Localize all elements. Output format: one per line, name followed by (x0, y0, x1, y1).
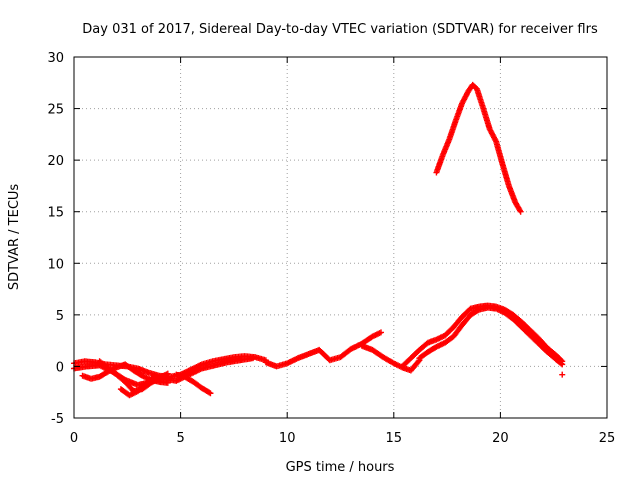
data-point-marker (559, 361, 566, 368)
y-tick-label: 20 (47, 154, 64, 169)
chart-title: Day 031 of 2017, Sidereal Day-to-day VTE… (82, 22, 598, 37)
x-tick-label: 10 (279, 431, 296, 446)
data-point-marker (415, 358, 422, 365)
y-tick-label: -5 (51, 412, 64, 427)
data-point-marker (206, 389, 213, 396)
x-tick-label: 0 (70, 431, 78, 446)
x-tick-label: 20 (492, 431, 509, 446)
series-cross-tail-c (117, 372, 159, 399)
series-peak-arc (433, 81, 524, 215)
data-point-marker (416, 357, 423, 364)
y-tick-label: 25 (47, 103, 64, 118)
data-point-marker (164, 379, 171, 386)
x-tick-label: 15 (386, 431, 403, 446)
plot-frame (73, 56, 608, 419)
y-axis-label: SDTVAR / TECUs (7, 184, 22, 291)
data-point-marker (559, 371, 566, 378)
data-point-marker (378, 329, 385, 336)
series-day-band (262, 329, 385, 370)
y-tick-label: 15 (47, 206, 64, 221)
y-tick-label: 0 (56, 360, 64, 375)
data-point-marker (150, 373, 157, 380)
axis-layer: 0 5 10 15 20 25 -5 0 5 10 15 20 25 30 (47, 51, 615, 446)
data-point-marker (164, 370, 171, 377)
series-bump-arc-b (416, 304, 566, 368)
series-cross-tail-b (173, 371, 214, 397)
y-tick-label: 10 (47, 257, 64, 272)
x-tick-label: 5 (176, 431, 184, 446)
series-bump-arc-a (399, 302, 566, 370)
data-point-marker (558, 360, 565, 367)
points-layer (71, 81, 566, 399)
y-tick-label: 5 (56, 309, 64, 324)
series-end-point (559, 371, 566, 378)
data-point-marker (250, 355, 257, 362)
data-point-marker (517, 208, 524, 215)
series-day-dip (358, 342, 423, 374)
x-tick-label: 25 (599, 431, 616, 446)
grid-layer (74, 57, 607, 418)
data-point-marker (152, 372, 159, 379)
y-tick-label: 30 (47, 51, 64, 66)
data-point-marker (207, 390, 214, 397)
x-axis-label: GPS time / hours (286, 460, 395, 475)
